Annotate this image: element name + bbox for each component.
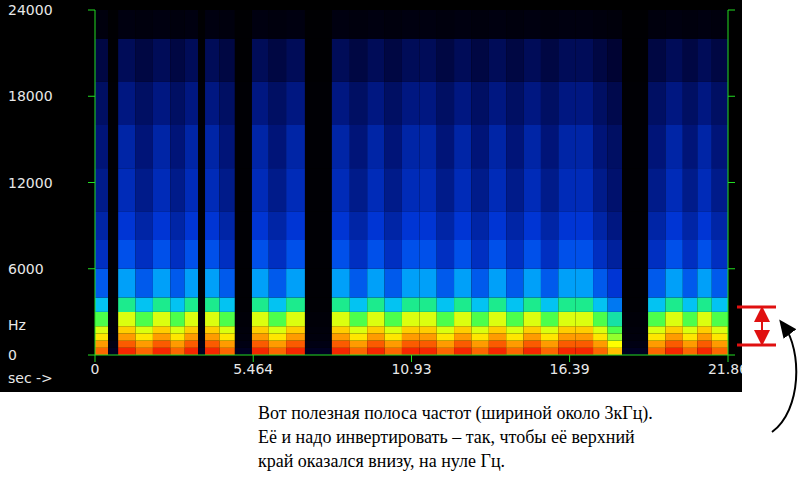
svg-text:18000: 18000 xyxy=(8,88,53,104)
svg-text:0: 0 xyxy=(91,361,100,377)
html-text:Hz: Hz xyxy=(8,317,26,333)
svg-text:10.93: 10.93 xyxy=(391,361,431,377)
svg-text:16.39: 16.39 xyxy=(550,361,590,377)
html-text:Вот полезная полоса частот (ши: Вот полезная полоса частот (шириной окол… xyxy=(258,403,653,423)
svg-text:21.86: 21.86 xyxy=(708,361,742,377)
html-text:край оказался внизу, на нуле Г: край оказался внизу, на нуле Гц. xyxy=(258,451,505,471)
html-text:sec ->: sec -> xyxy=(8,370,53,386)
svg-text:24000: 24000 xyxy=(8,2,53,18)
html-text:Её и надо инвертировать – так,: Её и надо инвертировать – так, чтобы её … xyxy=(258,427,635,447)
svg-text:5.464: 5.464 xyxy=(233,361,273,377)
svg-text:12000: 12000 xyxy=(8,175,53,191)
svg-text:6000: 6000 xyxy=(8,261,44,277)
svg-text:0: 0 xyxy=(8,347,17,363)
